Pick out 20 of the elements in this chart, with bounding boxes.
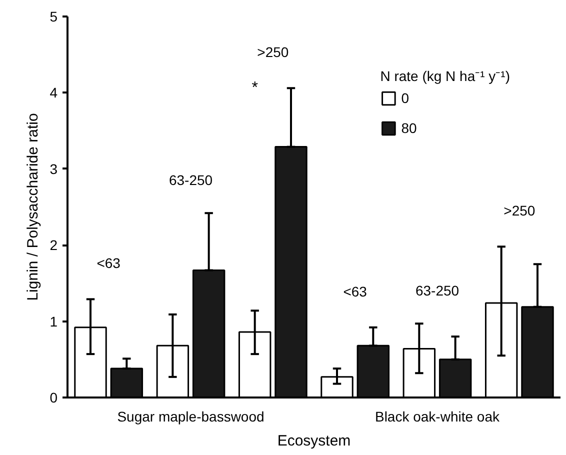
y-tick-label: 5	[50, 8, 58, 24]
legend-label: 0	[401, 90, 410, 106]
x-tick-label: <63	[343, 283, 368, 300]
y-tick-label: 3	[50, 160, 58, 177]
legend-title: N rate (kg N ha⁻¹ y⁻¹)	[380, 67, 510, 85]
y-tick-label: 2	[50, 237, 58, 254]
x-tick-label: 63-250	[415, 282, 460, 299]
y-tick-label: 4	[50, 84, 58, 101]
legend-label: 80	[401, 120, 418, 136]
y-tick-label: 0	[50, 390, 58, 406]
x-tick-label: <63	[96, 255, 121, 272]
y-axis-title: Lignin / Polysaccharide ratio	[24, 113, 42, 301]
text: Black oak-white oak	[375, 408, 500, 424]
x-tick-label: >250	[504, 202, 536, 219]
text: Sugar maple-basswood	[117, 408, 264, 424]
x-tick-label: >250	[257, 44, 289, 60]
annotation: *	[252, 80, 258, 97]
x-tick-label: 63-250	[168, 172, 213, 188]
x-axis-title: Ecosystem	[277, 432, 351, 450]
y-tick-label: 1	[50, 313, 58, 330]
